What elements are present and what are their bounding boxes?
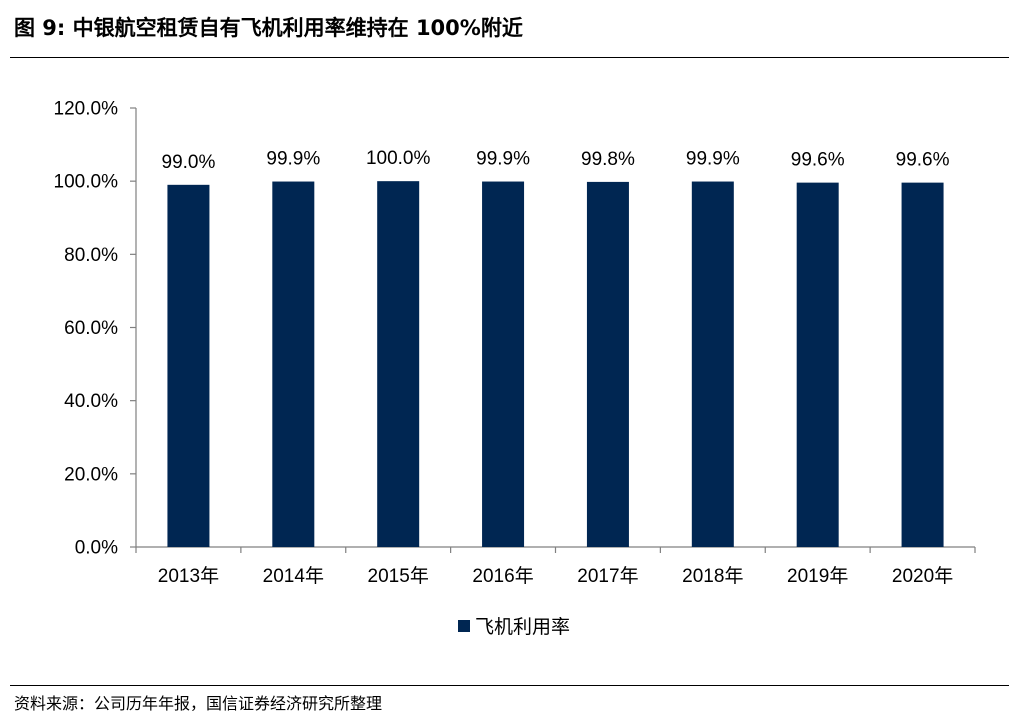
chart-title: 图 9: 中银航空租赁自有飞机利用率维持在 100%附近	[14, 16, 523, 40]
bar	[167, 184, 210, 547]
bar	[586, 181, 629, 548]
bar-value-label: 99.6%	[896, 150, 950, 171]
x-tick-label: 2018年	[682, 565, 743, 587]
bar	[482, 181, 525, 547]
bar	[272, 181, 315, 547]
bar	[691, 181, 734, 547]
x-tick-label: 2014年	[263, 565, 324, 587]
x-tick-label: 2020年	[892, 565, 953, 587]
source-note: 资料来源：公司历年年报，国信证券经济研究所整理	[14, 694, 383, 713]
bar-value-label: 99.6%	[791, 150, 845, 171]
x-tick-label: 2019年	[787, 565, 848, 587]
bar	[796, 182, 839, 547]
bar	[377, 181, 420, 547]
y-tick-label: 100.0%	[54, 172, 119, 193]
x-tick-label: 2013年	[158, 565, 219, 587]
y-tick-label: 20.0%	[64, 464, 118, 485]
bar-value-label: 99.9%	[476, 149, 530, 170]
bar-value-label: 100.0%	[366, 148, 431, 169]
bar-value-label: 99.8%	[581, 149, 635, 170]
bar-value-label: 99.0%	[162, 152, 216, 173]
y-tick-label: 40.0%	[64, 391, 118, 412]
bar	[901, 182, 944, 547]
y-tick-label: 0.0%	[75, 538, 118, 559]
bar-value-label: 99.9%	[686, 149, 740, 170]
title-rule	[10, 57, 1009, 58]
legend-label: 飞机利用率	[475, 616, 570, 638]
legend-swatch	[458, 620, 470, 632]
source-rule	[10, 685, 1009, 686]
x-tick-label: 2017年	[577, 565, 638, 587]
y-tick-label: 60.0%	[64, 318, 118, 339]
x-tick-label: 2016年	[472, 565, 533, 587]
y-tick-label: 80.0%	[64, 245, 118, 266]
x-tick-label: 2015年	[368, 565, 429, 587]
bar-value-label: 99.9%	[266, 149, 320, 170]
y-tick-label: 120.0%	[54, 99, 119, 120]
